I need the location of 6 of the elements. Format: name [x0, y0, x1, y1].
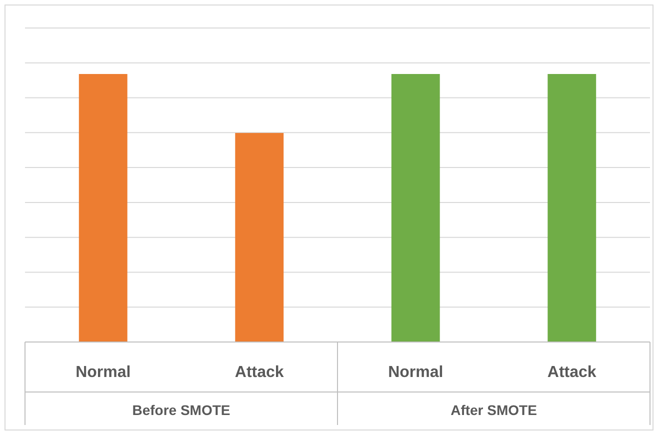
- x-tick-label: Normal: [76, 364, 131, 381]
- x-tick-label: Attack: [234, 364, 284, 381]
- text: Before SMOTE: [132, 402, 230, 418]
- x-tick-label: Normal: [388, 364, 444, 381]
- x-tick-label: Attack: [547, 364, 596, 381]
- text: After SMOTE: [450, 402, 537, 418]
